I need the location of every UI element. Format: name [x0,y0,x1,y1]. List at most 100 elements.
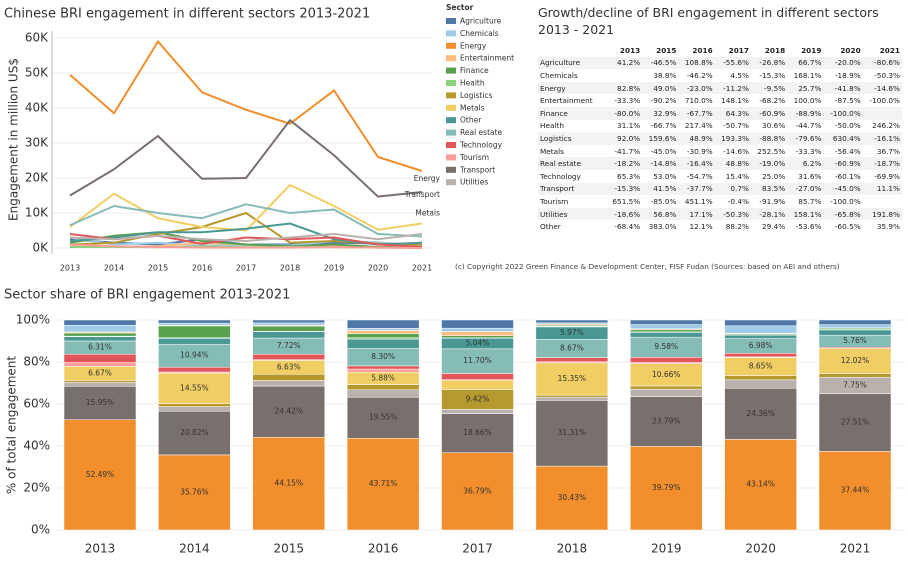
bar-segment [252,331,325,339]
bar-segment [158,366,231,373]
table-cell: -53.6% [795,222,822,232]
bar-segment [535,357,609,363]
table-cell: 92.0% [617,133,641,143]
bar-segment [630,332,703,338]
bar-segment [818,324,892,329]
row-label: Entertainment [540,96,593,106]
table-cell: -50.0% [834,121,861,131]
table-cell: -50.3% [874,70,900,80]
bar-segment [252,319,325,324]
row-label: Real estate [540,159,582,169]
bar-segment [252,325,325,332]
bar-segment [441,379,514,390]
table-cell: 32.9% [653,108,677,118]
line-end-label: Metals [415,209,440,218]
table-cell: 64.3% [725,108,749,118]
bar-value-label: 27.51% [841,417,870,426]
legend-swatch [446,117,456,124]
table-cell: -19.0% [759,159,786,169]
bar-segment [346,396,420,439]
table-cell: -33.3% [614,96,641,106]
table-cell: 56.8% [653,209,677,219]
bar-value-label: 6.98% [749,341,773,350]
bar-value-label: 10.66% [652,370,681,379]
table-cell: -46.2% [686,70,713,80]
table-cell: 29.4% [761,222,786,232]
bar-value-label: 37.44% [841,486,870,495]
table-cell: 36.7% [876,146,900,156]
bar-value-label: 5.97% [560,328,584,337]
x-tick-label: 2016 [368,542,399,556]
line-series [69,231,422,248]
bar-segment [346,330,420,334]
table-cell: 15.4% [725,171,749,181]
legend-swatch [446,18,456,24]
legend-label: Chemicals [460,29,499,38]
y-axis-label: % of total engagement [5,356,19,494]
legend-label: Transport [459,165,495,174]
legend-label: Other [460,116,482,125]
row-label: Metals [540,146,564,156]
bar-segment [158,319,231,324]
table-cell: -50.3% [723,209,749,219]
table-cell: -11.2% [723,83,749,93]
table-row: Logistics 92.0% 159.6% 48.9% 193.3% -88.8% -79… [538,132,902,145]
legend-label: Health [460,79,485,88]
row-label: Finance [540,108,568,118]
bar-segment [441,409,514,414]
table-cell: -14.8% [650,159,677,169]
bar-segment [346,338,420,349]
table-cell: -37.7% [686,184,713,194]
bar-segment [630,357,703,363]
table-cell: 31.6% [798,171,822,181]
legend-swatch [446,55,456,62]
bar-value-label: 9.42% [466,394,490,403]
bar-segment [158,403,231,407]
table-cell: 651.5% [612,196,641,206]
bar-value-label: 36.79% [463,486,492,495]
legend-swatch [446,166,456,173]
table-cell: -18.9% [834,70,861,80]
y-tick-label: 80% [23,355,50,369]
table-row: Health 31.1% -66.7% 217.4% -50.7% 30.6% -44.7%… [538,120,902,133]
table-cell: 83.5% [761,184,786,194]
table-cell: -26.8% [759,58,786,68]
bar-value-label: 43.71% [369,479,398,488]
footnote: (c) Copyright 2022 Green Finance & Devel… [455,262,840,271]
bar-value-label: 6.31% [88,343,112,352]
legend-swatch [446,67,456,74]
legend-swatch [446,30,456,37]
table-row: Chemicals 38.8% -46.2% 4.5% -15.3% 168.1% -18.… [538,69,902,82]
bar-segment [346,384,420,391]
bar-segment [252,437,325,531]
legend-label: Metals [460,103,485,112]
table-cell: -18.7% [874,159,900,169]
table-cell: 159.6% [648,133,677,143]
bar-value-label: 11.70% [463,356,492,365]
bar-segment [818,393,892,452]
bar-value-label: 43.14% [746,480,775,489]
table-row: Other -68.4% 383.0% 12.1% 88.2% 29.4% -53.6% -6… [538,220,902,233]
table-cell [863,107,902,120]
table-cell: 108.8% [684,58,713,68]
y-tick-label: 40% [23,439,50,453]
bar-segment [158,454,231,531]
table-row: Entertainment -33.3% -90.2% 710.0% 148.1% -68… [538,94,902,107]
table-cell: 4.5% [730,70,749,80]
bar-segment [158,372,231,404]
bar-segment [63,353,137,363]
table-cell: -46.5% [650,58,677,68]
table-cell: -9.5% [764,83,786,93]
y-axis-label: Engagement in million US$ [7,58,21,221]
table-cell: -28.1% [759,209,786,219]
bar-value-label: 8.65% [749,362,773,371]
legend-swatch [446,80,456,86]
bar-segment [441,452,514,531]
row-label: Utilities [540,209,568,219]
legend-swatch [446,92,456,99]
table-cell: -18.6% [614,209,641,219]
bar-value-label: 24.36% [746,409,775,418]
x-tick-label: 2014 [104,264,124,273]
